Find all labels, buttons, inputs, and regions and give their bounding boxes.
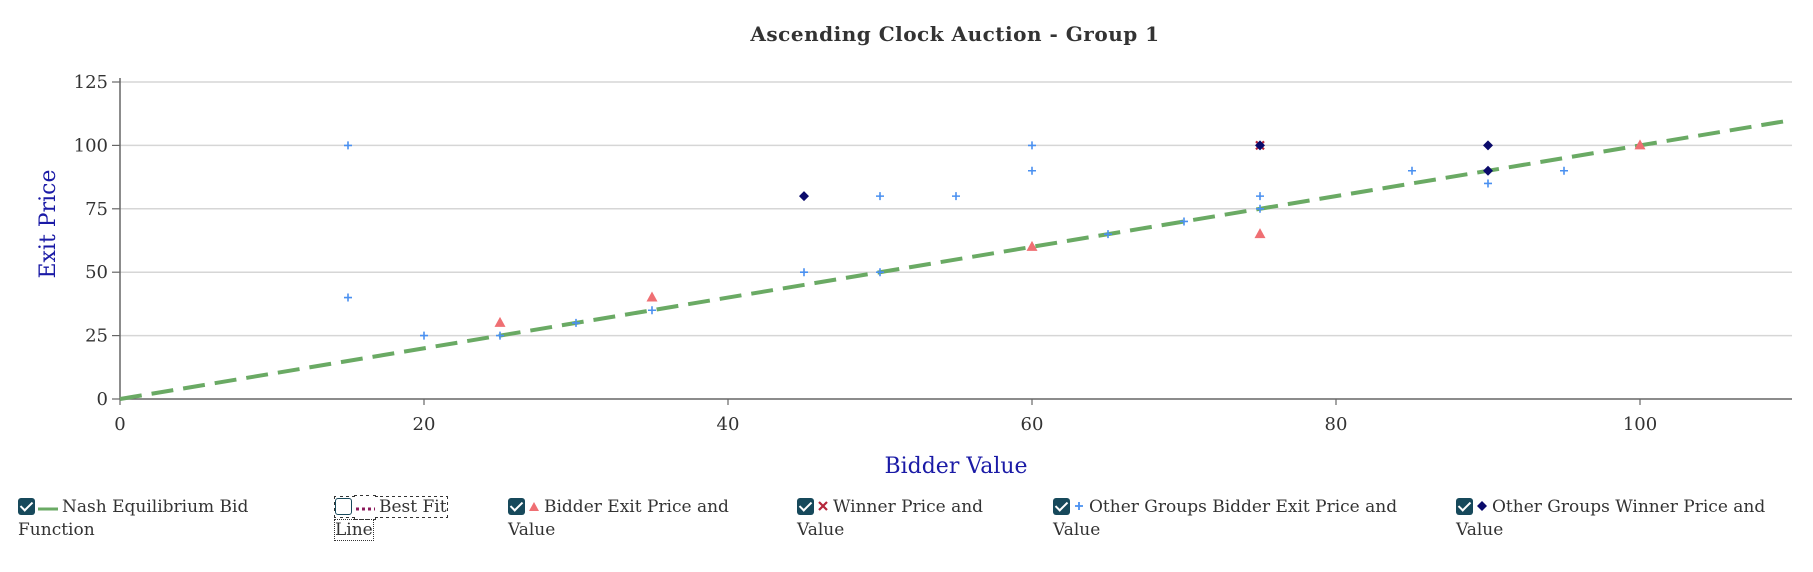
legend-label-2: Line (334, 519, 374, 541)
x-tick-label: 80 (1325, 414, 1348, 435)
bidder-exit-point (1026, 240, 1038, 251)
x-tick-label: 20 (413, 414, 436, 435)
legend-item-other-bidder[interactable]: Other Groups Bidder Exit Price and Value (1053, 496, 1413, 542)
other-groups-bidder-point (1560, 166, 1568, 175)
y-tick-label: 75 (85, 199, 108, 220)
legend-item-bidder-exit[interactable]: Bidder Exit Price and Value (508, 496, 758, 542)
legend-label-2: Value (1053, 520, 1101, 540)
x-tick-label: 0 (114, 414, 125, 435)
bidder-exit-point (646, 291, 658, 302)
other-groups-bidder-point (420, 331, 428, 340)
legend-item-winner[interactable]: Winner Price and Value (797, 496, 1027, 542)
other-groups-bidder-point (572, 318, 580, 327)
legend-label: Other Groups Bidder Exit Price and (1089, 497, 1398, 517)
y-tick-label: 100 (74, 135, 108, 156)
legend-item-nash[interactable]: Nash Equilibrium Bid Function (18, 496, 308, 542)
legend: Nash Equilibrium Bid Function Best Fit Lin… (0, 496, 1813, 566)
other-groups-winner-point (1483, 140, 1493, 151)
x-axis-label: Bidder Value (884, 454, 1027, 479)
nash-equilibrium-line (119, 118, 1793, 401)
other-groups-bidder-point (1256, 192, 1264, 201)
legend-label: Other Groups Winner Price and (1492, 497, 1766, 517)
x-tick-label: 40 (717, 414, 740, 435)
other-groups-winner-point (1255, 140, 1265, 151)
other-groups-bidder-point (1408, 166, 1416, 175)
dash-line-icon (38, 496, 58, 519)
other-groups-bidder-point (344, 293, 352, 302)
checkbox-other-bidder[interactable] (1053, 498, 1070, 515)
checkbox-nash[interactable] (18, 498, 35, 515)
tick-labels: 0 25 50 75 100 125 0 20 40 60 80 100 (74, 72, 1658, 435)
legend-focus-box: Best Fit (334, 496, 448, 519)
y-tick-label: 25 (85, 326, 108, 347)
bidder-exit-point (1254, 228, 1266, 239)
y-tick-label: 0 (97, 389, 108, 410)
bidder-exit-point (1634, 139, 1646, 150)
other-groups-bidder-point (1484, 179, 1492, 188)
legend-item-best-fit[interactable]: Best Fit Line (334, 496, 455, 542)
y-tick-label: 125 (74, 72, 108, 93)
other-groups-bidder-point (1180, 217, 1188, 226)
other-groups-bidder-point (1028, 166, 1036, 175)
other-groups-bidder-point (648, 306, 656, 315)
diamond-icon (1476, 496, 1488, 519)
legend-label: Winner Price and (833, 497, 984, 517)
y-axis-label: Exit Price (36, 169, 61, 278)
bidder-exit-point (494, 316, 506, 327)
checkbox-best-fit[interactable] (335, 498, 352, 515)
other-groups-bidder-point (496, 331, 504, 340)
legend-label: Nash Equilibrium Bid (62, 497, 249, 517)
dot-line-icon (355, 496, 375, 519)
other-groups-bidder-point (800, 268, 808, 277)
grid (120, 81, 1792, 337)
other-groups-winner-point (799, 191, 809, 202)
x-tick-label: 60 (1021, 414, 1044, 435)
other-groups-bidder-point (876, 192, 884, 201)
triangle-icon (528, 496, 540, 519)
scatter-chart: Ascending Clock Auction - Group 1 0 25 50 7… (36, 22, 1793, 479)
legend-label-2: Value (797, 520, 845, 540)
series-layer (119, 118, 1793, 401)
x-mark-icon (817, 496, 829, 519)
plus-icon (1073, 496, 1085, 519)
checkbox-winner[interactable] (797, 498, 814, 515)
legend-label: Bidder Exit Price and (544, 497, 729, 517)
other-groups-bidder-point (1104, 230, 1112, 239)
legend-label-2: Value (508, 520, 556, 540)
legend-item-other-winner[interactable]: Other Groups Winner Price and Value (1456, 496, 1796, 542)
x-tick-label: 100 (1623, 414, 1657, 435)
other-groups-bidder-point (952, 192, 960, 201)
other-groups-bidder-point (876, 268, 884, 277)
chart-title: Ascending Clock Auction - Group 1 (749, 22, 1159, 46)
other-groups-bidder-point (1028, 141, 1036, 150)
checkbox-bidder-exit[interactable] (508, 498, 525, 515)
other-groups-winner-point (1483, 165, 1493, 176)
legend-label: Best Fit (379, 497, 447, 517)
legend-label-2: Function (18, 520, 95, 540)
checkbox-other-winner[interactable] (1456, 498, 1473, 515)
axes (112, 78, 1792, 405)
other-groups-bidder-point (344, 141, 352, 150)
y-tick-label: 50 (85, 262, 108, 283)
other-groups-bidder-point (1256, 204, 1264, 213)
legend-label-2: Value (1456, 520, 1504, 540)
